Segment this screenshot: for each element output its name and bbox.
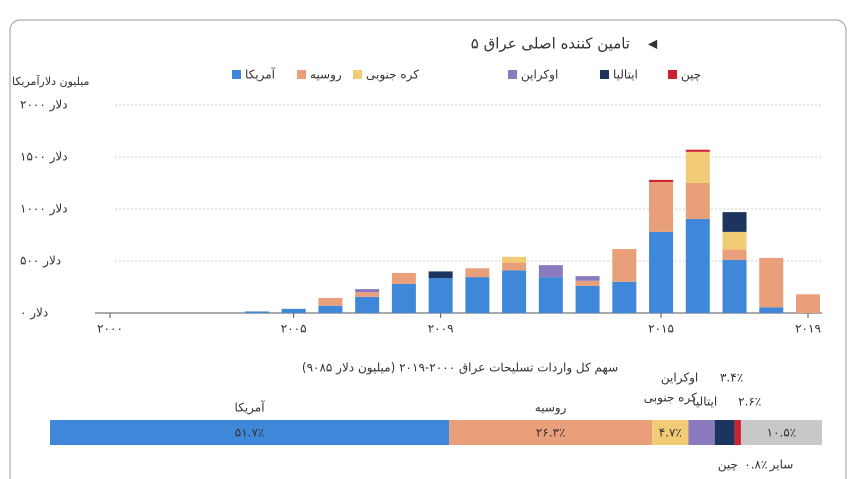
share-name: آمریکا [235,400,266,416]
bar-segment [355,289,379,292]
bar-segment [723,250,747,260]
bar-segment [355,297,379,313]
bar-segment [576,276,600,281]
y-tick-label: ۱۰۰۰ دلار [20,202,68,217]
legend-label: اوکراین [521,68,558,83]
x-tick-label: ۲۰۰۵ [281,322,307,336]
bar-segment [429,271,453,278]
share-name: چین [718,458,738,473]
bar-segment [502,257,526,263]
bar-segment [686,152,710,183]
bar-segment [686,219,710,313]
share-value: ۲۶.۳٪ [536,426,566,440]
bar-segment [796,294,820,313]
x-tick-label: ۲۰۰۹ [428,322,454,336]
bar-segment [465,277,489,313]
bar-segment [759,307,783,313]
bar-segment [245,311,269,313]
share-name: ایتالیا [692,395,717,409]
y-tick-label: ۱۵۰۰ دلار [20,150,68,165]
bar-segment [649,180,673,182]
share-value: ۵۱.۷٪ [235,426,265,440]
share-name: کره جنوبی [644,391,697,406]
chart: ۵ تامین کننده اصلی عراق ◀ میلیون دلارآمر… [0,0,856,479]
frame [10,20,846,479]
bar-segment [759,258,783,307]
bar-segment [612,282,636,313]
bar-segment [576,281,600,286]
legend-label: آمریکا [245,67,276,83]
x-tick-label: ۲۰۱۹ [795,322,821,336]
share-title: سهم کل واردات تسلیحات عراق ۲۰۰۰-۲۰۱۹ (می… [302,361,618,376]
bar-segment [723,260,747,313]
legend-swatch [600,70,609,79]
bar-segment [502,263,526,271]
legend-swatch [297,70,306,79]
bar-segment [282,309,306,313]
legend-label: ایتالیا [613,68,638,82]
bar-segment [576,286,600,313]
bar-segment [539,277,563,313]
share-name: سایر [769,458,794,473]
bar-segment [318,298,342,306]
share-value: ۰.۸٪ [744,458,767,472]
bar-segment [429,278,453,313]
bar-segment [539,265,563,277]
bar-segment [502,270,526,313]
share-value: ۲.۶٪ [738,395,761,409]
share-segment [735,420,741,445]
bar-segment [686,150,710,152]
legend-swatch [232,70,241,79]
y-tick-label: ۲۰۰۰ دلار [20,98,68,113]
y-tick-label: ۵۰۰ دلار [20,254,61,269]
legend-swatch [353,70,362,79]
bar-segment [612,249,636,282]
share-segment [715,420,735,445]
share-name: اوکراین [661,371,698,386]
legend-label: روسیه [310,68,342,83]
share-value: ۳.۴٪ [720,371,743,385]
bar-segment [723,232,747,250]
bar-segment [649,182,673,232]
share-segment [688,420,714,445]
title-marker: ◀ [648,37,658,51]
bar-segment [649,232,673,313]
legend-label: چین [681,68,701,83]
bar-segment [686,183,710,219]
x-tick-label: ۲۰۰۰ [97,322,123,336]
share-name: روسیه [535,401,567,416]
x-tick-label: ۲۰۱۵ [648,322,674,336]
share-value: ۱۰.۵٪ [767,426,797,440]
y-tick-label: ۰ دلار [20,306,48,321]
legend-swatch [508,70,517,79]
bar-segment [465,268,489,277]
y-axis-label: میلیون دلارآمریکا [12,74,90,88]
bar-segment [355,292,379,297]
chart-title: ۵ تامین کننده اصلی عراق [471,35,630,53]
bar-segment [392,273,416,284]
bar-segment [723,212,747,232]
bar-segment [392,284,416,313]
legend-swatch [668,70,677,79]
share-value: ۴.۷٪ [659,426,682,440]
bar-segment [318,306,342,313]
legend-label: کره جنوبی [366,68,419,83]
